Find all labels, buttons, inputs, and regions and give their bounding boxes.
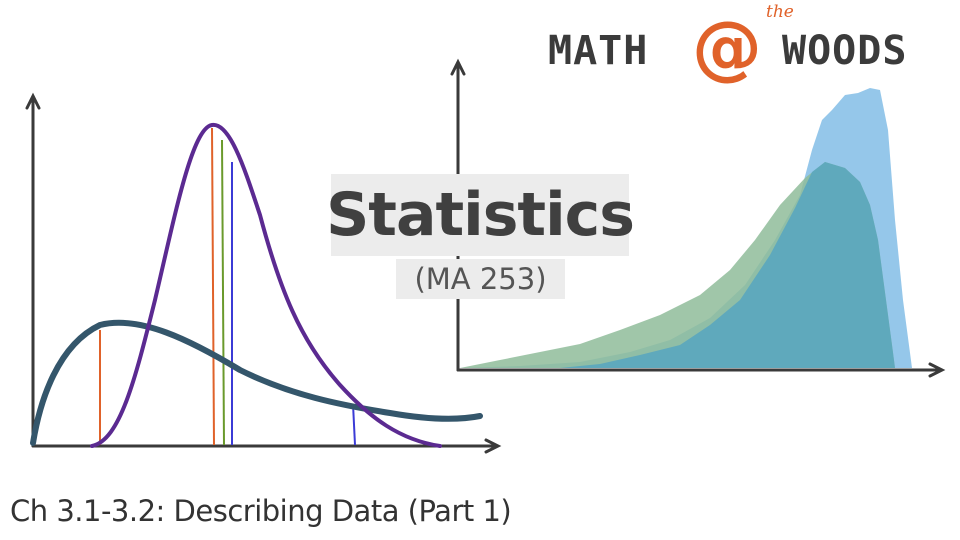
left-plot-markers: [99, 127, 356, 446]
marker-line: [211, 127, 215, 446]
marker-line: [221, 139, 225, 446]
course-code-box: (MA 253): [396, 259, 565, 299]
math-at-the-woods-logo: MATH @ the WOODS: [548, 2, 950, 88]
left-x-axis-arrow: [484, 438, 502, 454]
narrow-peaked-curve: [90, 122, 442, 448]
logo-the-text: the: [766, 2, 794, 22]
course-code: (MA 253): [414, 261, 547, 296]
slide-title: Statistics: [326, 180, 635, 250]
right-x-axis-arrow: [928, 362, 946, 378]
left-y-axis-arrow: [25, 92, 41, 110]
slide-subtitle: Ch 3.1-3.2: Describing Data (Part 1): [10, 494, 512, 528]
marker-line: [352, 403, 356, 446]
left-plot-axes: [25, 92, 502, 454]
logo-text-woods: WOODS: [782, 28, 908, 74]
overlap-distribution: [560, 162, 895, 368]
title-box: Statistics: [326, 174, 635, 256]
logo-text-math: MATH: [548, 28, 649, 74]
logo-at-symbol: @: [692, 6, 762, 88]
wide-skewed-curve: [30, 319, 483, 446]
right-y-axis-arrow: [450, 58, 466, 76]
